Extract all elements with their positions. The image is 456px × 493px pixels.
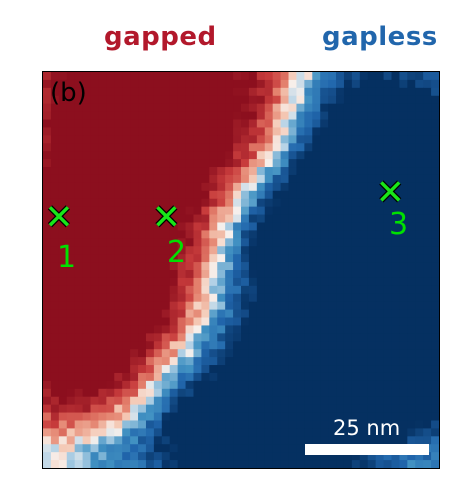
scale-bar	[305, 444, 429, 455]
marker-3-cross-icon	[379, 180, 402, 203]
gap-map-heatmap	[43, 72, 439, 468]
marker-1-label: 1	[57, 240, 77, 275]
scale-bar-label: 25 nm	[333, 416, 401, 440]
gap-map-image: (b) 1 2 3 25 nm	[42, 71, 440, 469]
marker-2-label: 2	[167, 235, 187, 270]
gapped-label: gapped	[104, 22, 217, 52]
panel-label: (b)	[50, 78, 87, 108]
marker-1-cross-icon	[47, 205, 70, 228]
marker-layer	[47, 180, 402, 228]
gapless-label: gapless	[322, 22, 438, 52]
marker-2-cross-icon	[155, 205, 178, 228]
marker-3-label: 3	[389, 207, 409, 242]
